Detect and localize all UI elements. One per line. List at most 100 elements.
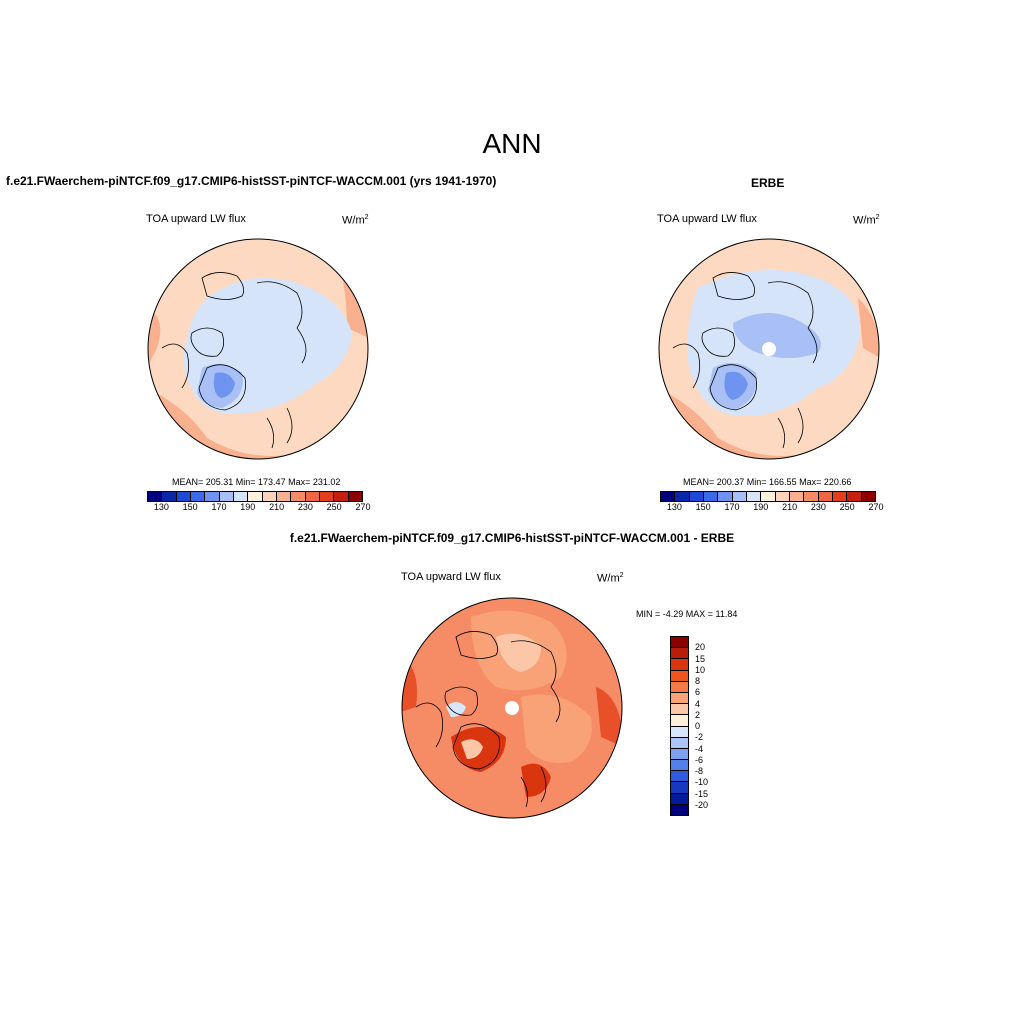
diff-colorbar-swatch [671,692,688,705]
model-colorbar-swatch [205,492,220,501]
model-colorbar-ticks: 130 150 170 190 210 230 250 270 [147,502,371,514]
obs-colorbar-swatch [761,492,776,501]
model-colorbar-tick-label: 270 [355,502,371,512]
obs-colorbar-tick-label: 250 [839,502,855,512]
obs-colorbar-swatch [832,492,848,501]
diff-colorbar-tick-label: 0 [695,721,701,731]
model-colorbar-swatch [162,492,177,501]
diff-colorbar-tick-label: -4 [695,743,704,754]
coastline-canada-islands [701,327,736,357]
diff-colorbar-tick-label: -8 [695,766,704,776]
model-colorbar-swatch [190,492,206,501]
model-colorbar-tick-label: 190 [240,502,256,512]
diff-colorbar-swatch [671,648,688,660]
obs-colorbar-swatch [847,492,862,501]
model-colorbar-swatch [248,492,263,501]
obs-colorbar-swatch [689,492,704,501]
obs-colorbar-swatch [789,492,805,501]
diff-colorbar-swatch [671,771,688,783]
model-colorbar: 130 150 170 190 210 230 250 270 [147,491,371,514]
diff-colorbar-tick-label: 20 [695,642,706,653]
model-colorbar-tick-label: 150 [182,502,198,512]
model-colorbar-swatch [319,492,335,501]
obs-colorbar-swatch [746,492,762,501]
obs-colorbar: 130 150 170 190 210 230 250 270 [660,491,884,514]
diff-colorbar-tick-label: 6 [695,687,701,698]
model-colorbar-swatch [276,492,292,501]
coastline-canada-islands [190,327,225,357]
obs-colorbar-tick-label: 190 [753,502,769,512]
diff-colorbar-tick-label: 15 [695,653,706,664]
obs-colorbar-ticks: 130 150 170 190 210 230 250 270 [660,502,884,514]
obs-stats: MEAN= 200.37 Min= 166.55 Max= 220.66 [683,477,852,487]
model-colorbar-tick-label: 250 [326,502,342,512]
diff-variable-label: TOA upward LW flux [401,571,501,583]
model-colorbar-bar [147,491,363,502]
obs-colorbar-tick-label: 230 [810,502,826,512]
model-colorbar-tick-label: 170 [211,502,227,512]
diff-colorbar-tick-label: 4 [695,698,701,709]
model-variable-label: TOA upward LW flux [146,213,246,225]
obs-colorbar-swatch [818,492,833,501]
diff-colorbar-swatch [671,670,688,682]
diff-colorbar-swatch [671,793,688,805]
cool-region-polar [733,313,821,358]
obs-colorbar-tick-label: 170 [724,502,740,512]
diff-colorbar-bar [670,636,689,816]
obs-polar-map [658,238,880,460]
obs-colorbar-swatch [861,492,875,501]
obs-colorbar-swatch [661,492,676,501]
obs-colorbar-bar [660,491,876,502]
model-colorbar-tick-label: 130 [153,502,169,512]
obs-run-title: ERBE [751,176,785,190]
diff-colorbar-swatch [671,659,688,671]
map-border [658,238,880,460]
diff-moderate-east [521,694,592,763]
model-units: W/m2 [342,214,369,227]
diff-colorbar-tick-label: 10 [695,664,706,675]
warm-patch-east [858,298,879,358]
map-border [401,597,623,819]
obs-colorbar-tick-label: 210 [782,502,798,512]
warm-band-south [659,388,879,459]
coastline-greenland [161,343,246,411]
model-polar-map [147,238,369,460]
main-title: ANN [482,128,542,159]
obs-colorbar-swatch [675,492,690,501]
obs-variable-label: TOA upward LW flux [657,213,757,225]
map-border [147,238,369,460]
diff-colorbar-swatch [671,637,688,649]
obs-colorbar-tick-label: 150 [695,502,711,512]
coastline-russia [510,640,561,723]
model-colorbar-swatch [334,492,349,501]
diff-weak-greenland-core [461,739,483,759]
cool-core-greenland [724,371,748,400]
obs-colorbar-swatch [732,492,747,501]
diff-colorbar-swatch [671,726,688,738]
coastline-greenland [672,343,757,411]
model-colorbar-swatch [305,492,320,501]
model-run-title: f.e21.FWaerchem-piNTCF.f09_g17.CMIP6-his… [6,174,497,188]
diff-run-title: f.e21.FWaerchem-piNTCF.f09_g17.CMIP6-his… [289,531,735,545]
diff-units: W/m2 [597,572,624,585]
diff-colorbar-swatch [671,760,688,772]
model-colorbar-swatch [176,492,191,501]
coastline-russia [767,281,818,364]
obs-colorbar-swatch [718,492,733,501]
diff-colorbar-swatch [671,748,688,761]
diff-polar-map [401,597,623,819]
diff-colorbar-tick-label: 8 [695,676,701,686]
obs-colorbar-swatch [804,492,819,501]
obs-colorbar-tick-label: 270 [868,502,884,512]
obs-colorbar-swatch [703,492,719,501]
coastline-siberia [712,272,756,300]
diff-colorbar-swatch [671,704,688,716]
obs-colorbar-tick-label: 130 [666,502,682,512]
diff-colorbar-swatch [671,737,688,749]
coastline-europe [266,407,293,449]
diff-colorbar-swatch [671,804,688,815]
diff-strong-east [596,687,622,747]
model-colorbar-swatch [233,492,249,501]
model-colorbar-swatch [148,492,163,501]
coastline-canada-islands [444,686,479,716]
